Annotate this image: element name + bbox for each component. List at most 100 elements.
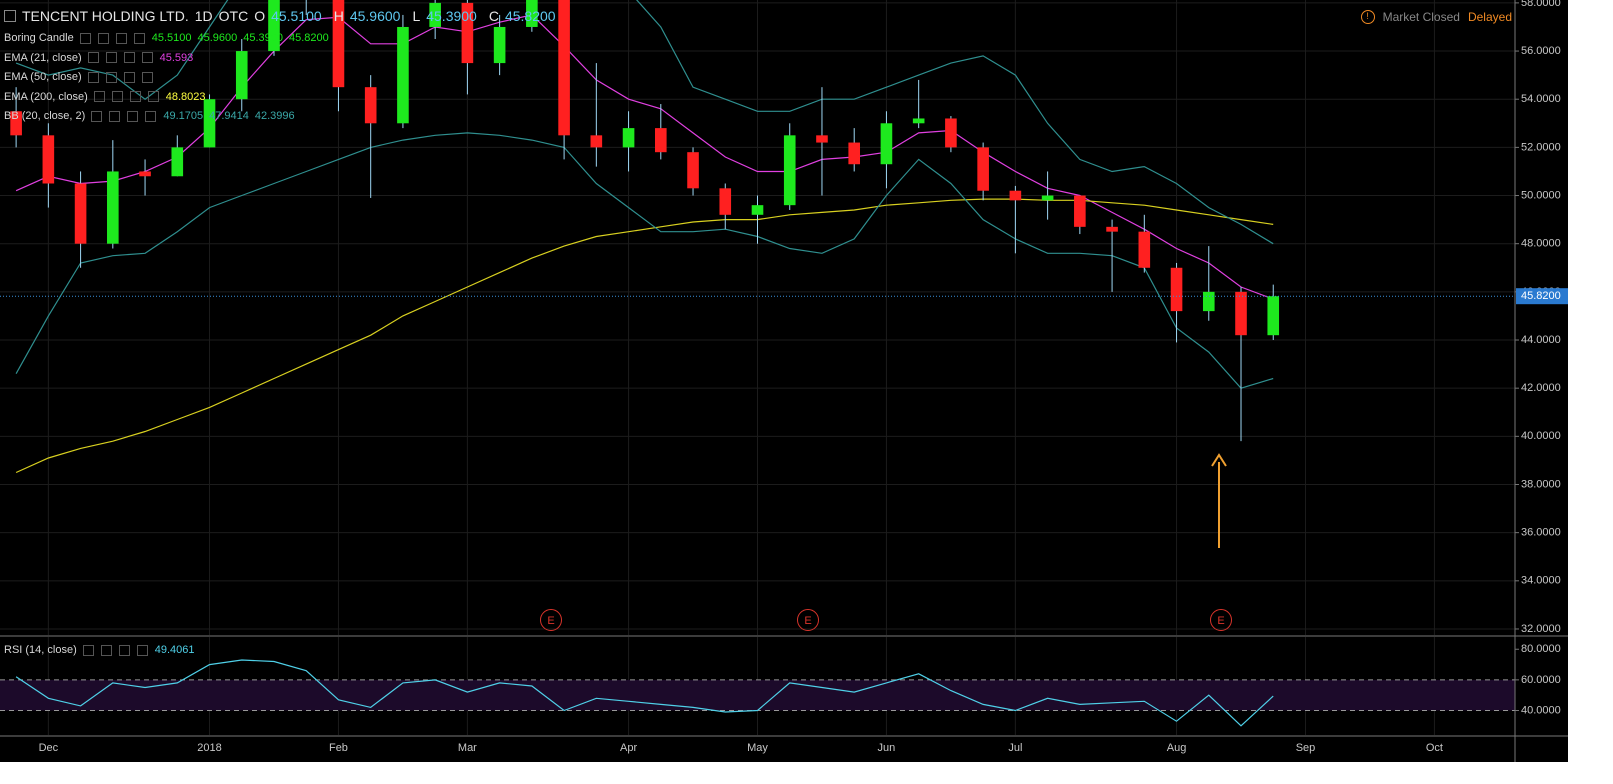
y-tick-label: 60.0000 xyxy=(1521,674,1561,686)
candle-body xyxy=(558,0,570,136)
last-price-tag xyxy=(1516,288,1568,305)
indicator-line xyxy=(15,132,1274,389)
indicator-value: 47.9414 xyxy=(209,110,249,122)
symbol[interactable]: TENCENT HOLDING LTD. xyxy=(22,8,189,24)
candle-body xyxy=(1267,296,1280,336)
icon[interactable] xyxy=(123,71,135,83)
candle-body xyxy=(42,135,55,184)
candle-body xyxy=(397,26,409,124)
icon[interactable] xyxy=(145,110,157,122)
indicator-line xyxy=(15,0,1274,245)
x-tick-label: Mar xyxy=(458,742,477,754)
chart-window: Dec 2018 Feb Mar Apr May Jun Jul Aug Sep Oct 32.000… xyxy=(0,0,1568,762)
indicator-value: 42.3996 xyxy=(254,110,295,122)
x-tick-label: Apr xyxy=(620,742,637,754)
indicator-name[interactable]: Boring Candle xyxy=(4,32,74,44)
rsi-name[interactable]: RSI (14, close) xyxy=(4,644,77,656)
ohlc-key: H xyxy=(333,8,344,24)
candle-body xyxy=(171,147,184,177)
x-tick-label: May xyxy=(747,742,768,754)
icon[interactable] xyxy=(129,91,141,102)
icon[interactable] xyxy=(100,644,112,656)
icon[interactable] xyxy=(109,110,121,122)
y-tick-label: 32.0000 xyxy=(1521,623,1561,635)
candle-body xyxy=(203,99,216,148)
indicator-name[interactable]: EMA (50, close) xyxy=(4,71,82,83)
icon[interactable] xyxy=(93,91,105,102)
candle-body xyxy=(1170,267,1183,312)
candle-body xyxy=(1235,291,1247,336)
rsi-pane xyxy=(0,637,1515,735)
icon[interactable] xyxy=(82,644,94,656)
indicator-name[interactable]: EMA (21, close) xyxy=(4,51,82,64)
indicator-value: 45.3900 xyxy=(243,32,284,44)
icon[interactable] xyxy=(97,32,109,44)
candle-body xyxy=(493,26,506,64)
icon[interactable] xyxy=(105,71,117,83)
candle-body xyxy=(235,51,248,100)
candle-body xyxy=(332,0,345,88)
legend-row: EMA (50, close) xyxy=(4,71,154,83)
icon[interactable] xyxy=(118,644,130,656)
candle-body xyxy=(268,0,280,52)
candle-body xyxy=(719,188,732,215)
earnings-marker[interactable]: E xyxy=(797,609,819,631)
icon[interactable] xyxy=(79,32,91,44)
candle-body xyxy=(1041,195,1054,201)
legend-row: BB (20, close, 2) 49.1705 47.9414 42.3996 xyxy=(4,110,295,122)
candle-body xyxy=(783,135,796,206)
y-tick-label: 34.0000 xyxy=(1521,575,1561,587)
candle-body xyxy=(526,0,538,27)
candle-body xyxy=(654,128,667,153)
icon[interactable] xyxy=(87,71,99,83)
candle-body xyxy=(364,87,377,124)
candle-body xyxy=(751,205,764,215)
arrow-head xyxy=(1211,453,1227,467)
earnings-marker[interactable]: E xyxy=(540,609,562,631)
x-tick-label: Jul xyxy=(1008,742,1022,754)
icon[interactable] xyxy=(91,110,103,122)
market-status: ! Market Closed Delayed xyxy=(1360,10,1512,24)
icon[interactable] xyxy=(123,52,135,63)
x-tick-label: Feb xyxy=(329,742,348,754)
rsi-band xyxy=(0,679,1515,711)
icon[interactable] xyxy=(147,91,159,102)
collapse-icon[interactable] xyxy=(4,10,16,22)
earnings-marker[interactable]: E xyxy=(1210,609,1232,631)
candle-body xyxy=(74,183,87,244)
candle-body xyxy=(912,118,925,124)
candle-body xyxy=(880,123,893,165)
candle-body xyxy=(429,2,441,27)
candle-body xyxy=(945,118,957,148)
icon[interactable] xyxy=(141,71,153,83)
icon[interactable] xyxy=(87,52,99,63)
candle-body xyxy=(10,111,22,136)
indicator-name[interactable]: EMA (200, close) xyxy=(4,90,88,103)
y-tick-label: 50.0000 xyxy=(1521,189,1561,201)
last-price-label: 45.8200 xyxy=(1521,290,1561,302)
y-tick-label: 40.0000 xyxy=(1521,704,1561,716)
candle-body xyxy=(687,152,699,189)
exchange[interactable]: OTC xyxy=(218,8,249,24)
icon[interactable] xyxy=(111,91,123,102)
legend-row: Boring Candle 45.5100 45.9600 45.3900 45.820… xyxy=(4,32,329,44)
ohlc-key: C xyxy=(488,8,499,24)
ohlc-value: 45.3900 xyxy=(426,8,477,24)
icon[interactable] xyxy=(141,52,153,63)
y-tick-label: 40.0000 xyxy=(1521,430,1561,442)
indicator-value: 45.593 xyxy=(159,51,194,64)
y-tick-label: 36.0000 xyxy=(1521,527,1561,539)
icon[interactable] xyxy=(105,52,117,63)
candle-body xyxy=(1009,190,1022,201)
axes: Dec 2018 Feb Mar Apr May Jun Jul Aug Sep Oct 32.000… xyxy=(39,0,1568,754)
icon[interactable] xyxy=(136,644,148,656)
interval[interactable]: 1D xyxy=(194,8,213,24)
alert-icon[interactable]: ! xyxy=(1360,10,1375,24)
icon[interactable] xyxy=(115,32,127,44)
icon[interactable] xyxy=(133,32,145,44)
indicator-name[interactable]: BB (20, close, 2) xyxy=(4,110,86,122)
icon[interactable] xyxy=(127,110,139,122)
x-tick-label: Jun xyxy=(878,742,896,754)
legend-row: EMA (21, close) 45.593 xyxy=(4,52,193,64)
